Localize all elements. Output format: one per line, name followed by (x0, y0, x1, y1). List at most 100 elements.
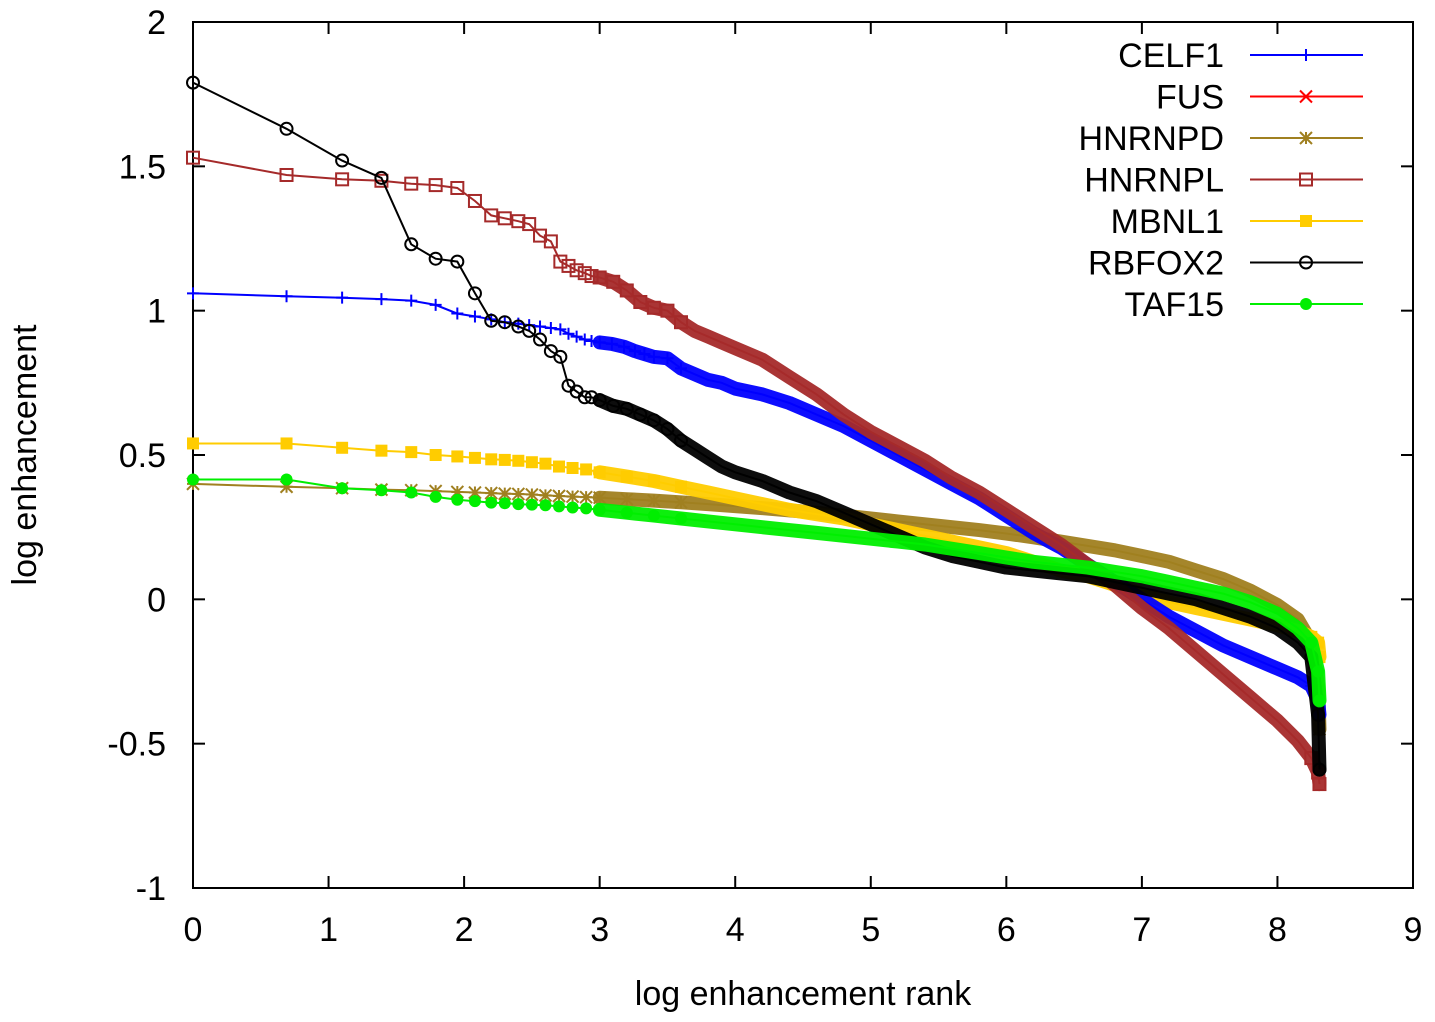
data-point (533, 332, 548, 347)
data-point (553, 500, 565, 513)
series-dense-markers (592, 270, 1327, 792)
data-point (522, 217, 537, 232)
data-point (1299, 172, 1313, 187)
data-point (522, 323, 537, 338)
data-point (525, 456, 538, 469)
y-tick-label: -1 (136, 870, 166, 908)
data-point (1312, 777, 1327, 792)
data-point (186, 75, 200, 90)
data-point (375, 484, 388, 497)
data-point (620, 470, 633, 483)
y-tick-label: 2 (147, 4, 166, 42)
data-point (279, 480, 294, 494)
data-point (468, 495, 481, 508)
data-point (451, 450, 464, 463)
data-point (450, 254, 465, 269)
data-point (335, 172, 350, 187)
data-point (450, 485, 465, 499)
data-point (605, 337, 618, 350)
data-point (280, 290, 293, 303)
data-point (511, 214, 526, 229)
x-tick-label: 5 (861, 911, 880, 949)
data-point (187, 287, 199, 300)
data-point (674, 315, 688, 330)
data-point (404, 237, 419, 252)
data-point (1305, 636, 1318, 649)
data-point (451, 307, 464, 320)
data-point (451, 493, 464, 506)
data-point (497, 211, 512, 226)
legend-label: MBNL1 (1111, 203, 1224, 241)
series-mbnl1 (187, 437, 1327, 665)
y-tick-label: 0.5 (119, 437, 166, 475)
data-point (675, 362, 687, 375)
data-point (468, 485, 482, 500)
data-point (646, 300, 661, 315)
legend-label: TAF15 (1124, 286, 1224, 324)
data-point (429, 298, 442, 311)
data-point (578, 333, 591, 346)
data-point (539, 457, 552, 470)
y-tick-label: -0.5 (107, 726, 166, 764)
data-point (593, 466, 606, 479)
data-point (660, 422, 675, 437)
data-point (554, 323, 567, 336)
data-point (498, 453, 511, 466)
data-point (467, 193, 482, 208)
series-layer (186, 75, 1327, 792)
data-point (633, 407, 648, 422)
data-point (646, 413, 661, 428)
data-point (375, 444, 388, 457)
y-tick-label: 1.5 (119, 148, 166, 186)
data-point (565, 489, 580, 504)
series-dense-markers (592, 502, 1327, 708)
data-point (374, 170, 389, 185)
data-point (280, 473, 293, 486)
series-dense-markers (592, 490, 1327, 737)
data-point (592, 393, 607, 408)
data-point (647, 509, 660, 522)
legend-label: RBFOX2 (1088, 245, 1224, 283)
data-point (187, 473, 199, 486)
data-point (562, 327, 575, 340)
data-point (566, 461, 579, 474)
data-point (429, 449, 442, 461)
data-point (450, 180, 465, 195)
data-point (647, 350, 660, 363)
data-point (628, 345, 641, 358)
data-point (569, 263, 584, 278)
data-point (484, 208, 499, 223)
data-point (279, 121, 294, 136)
data-point (580, 502, 593, 515)
data-point (404, 176, 419, 191)
data-point (618, 340, 631, 353)
legend-label: HNRNPD (1079, 120, 1224, 158)
data-point (552, 489, 566, 503)
data-point (592, 491, 607, 505)
data-point (592, 270, 607, 285)
data-point (1312, 762, 1327, 777)
data-point (428, 251, 443, 266)
x-axis-label: log enhancement rank (635, 975, 972, 1013)
data-point (336, 441, 349, 454)
data-point (405, 486, 418, 499)
data-point (566, 501, 579, 514)
data-point (498, 497, 511, 510)
data-point (553, 254, 568, 269)
data-point (585, 334, 598, 347)
data-point (619, 401, 634, 416)
data-point (538, 488, 553, 503)
data-point (525, 498, 538, 511)
data-point (584, 390, 599, 405)
data-point (638, 347, 651, 360)
data-point (570, 330, 583, 343)
data-point (336, 291, 349, 304)
data-point (1311, 707, 1326, 722)
y-tick-label: 0 (147, 581, 166, 619)
data-point (674, 433, 688, 448)
data-point (429, 490, 442, 503)
data-point (498, 486, 512, 501)
data-point (606, 274, 621, 289)
x-tick-label: 4 (726, 911, 745, 949)
